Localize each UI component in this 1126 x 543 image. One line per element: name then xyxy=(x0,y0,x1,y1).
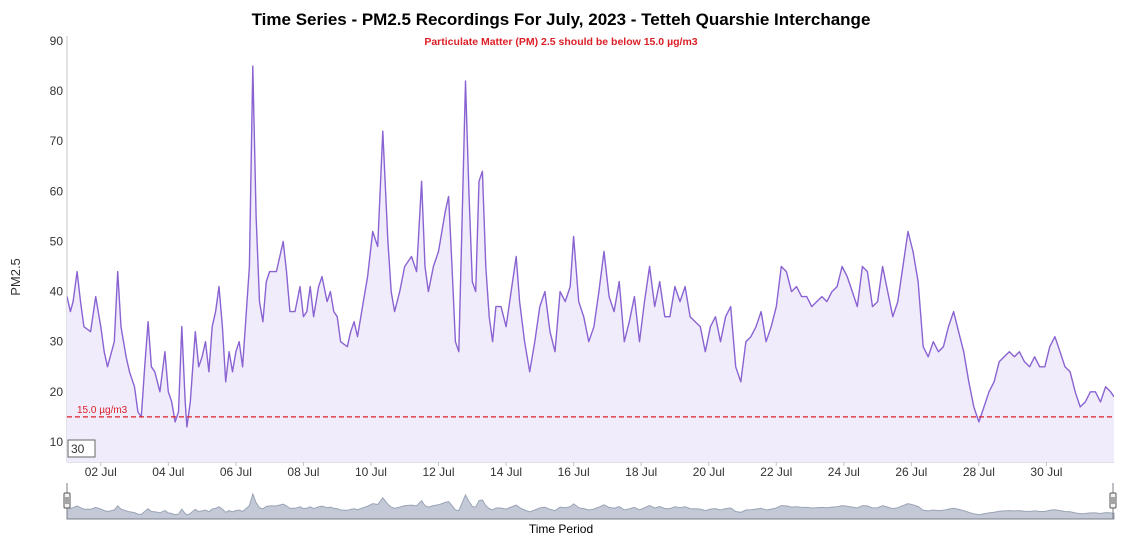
y-tick-label: 70 xyxy=(50,134,64,148)
y-axis-label: PM2.5 xyxy=(8,258,23,296)
x-tick-label: 12 Jul xyxy=(423,465,455,479)
y-tick-label: 20 xyxy=(50,385,64,399)
x-tick-label: 10 Jul xyxy=(355,465,387,479)
range-navigator[interactable] xyxy=(63,483,1117,520)
x-axis-label: Time Period xyxy=(529,522,593,536)
pm25-area-fill xyxy=(67,66,1114,462)
x-tick-label: 24 Jul xyxy=(828,465,860,479)
x-tick-label: 30 Jul xyxy=(1030,465,1062,479)
y-tick-label: 50 xyxy=(50,234,64,248)
y-tick-label: 80 xyxy=(50,84,64,98)
y-tick-label: 60 xyxy=(50,184,64,198)
x-tick-label: 22 Jul xyxy=(760,465,792,479)
x-tick-label: 06 Jul xyxy=(220,465,252,479)
period-input[interactable]: 30 xyxy=(67,439,96,458)
pm25-series-line[interactable] xyxy=(67,65,1114,428)
threshold-label: 15.0 µg/m3 xyxy=(77,405,128,416)
y-tick-label: 90 xyxy=(50,34,64,48)
y-tick-label: 10 xyxy=(50,435,64,449)
x-tick-label: 16 Jul xyxy=(558,465,590,479)
chart-subtitle: Particulate Matter (PM) 2.5 should be be… xyxy=(424,36,697,48)
x-tick-label: 28 Jul xyxy=(963,465,995,479)
x-tick-label: 18 Jul xyxy=(625,465,657,479)
x-tick-label: 20 Jul xyxy=(693,465,725,479)
chart-title: Time Series - PM2.5 Recordings For July,… xyxy=(252,10,871,29)
y-tick-label: 40 xyxy=(50,285,64,299)
x-tick-label: 08 Jul xyxy=(287,465,319,479)
navigator-right-handle[interactable] xyxy=(1109,492,1117,509)
x-tick-label: 26 Jul xyxy=(895,465,927,479)
y-axis-ticks: 10 20 30 40 50 60 70 80 90 xyxy=(50,34,64,449)
period-input-value: 30 xyxy=(71,442,85,456)
x-tick-label: 04 Jul xyxy=(152,465,184,479)
navigator-left-handle[interactable] xyxy=(63,492,71,509)
y-tick-label: 30 xyxy=(50,335,64,349)
x-tick-label: 14 Jul xyxy=(490,465,522,479)
navigator-area xyxy=(66,492,1115,520)
x-tick-label: 02 Jul xyxy=(85,465,117,479)
x-axis-ticks: 02 Jul 04 Jul 06 Jul 08 Jul 10 Jul 12 Jul 14 J… xyxy=(85,462,1062,479)
